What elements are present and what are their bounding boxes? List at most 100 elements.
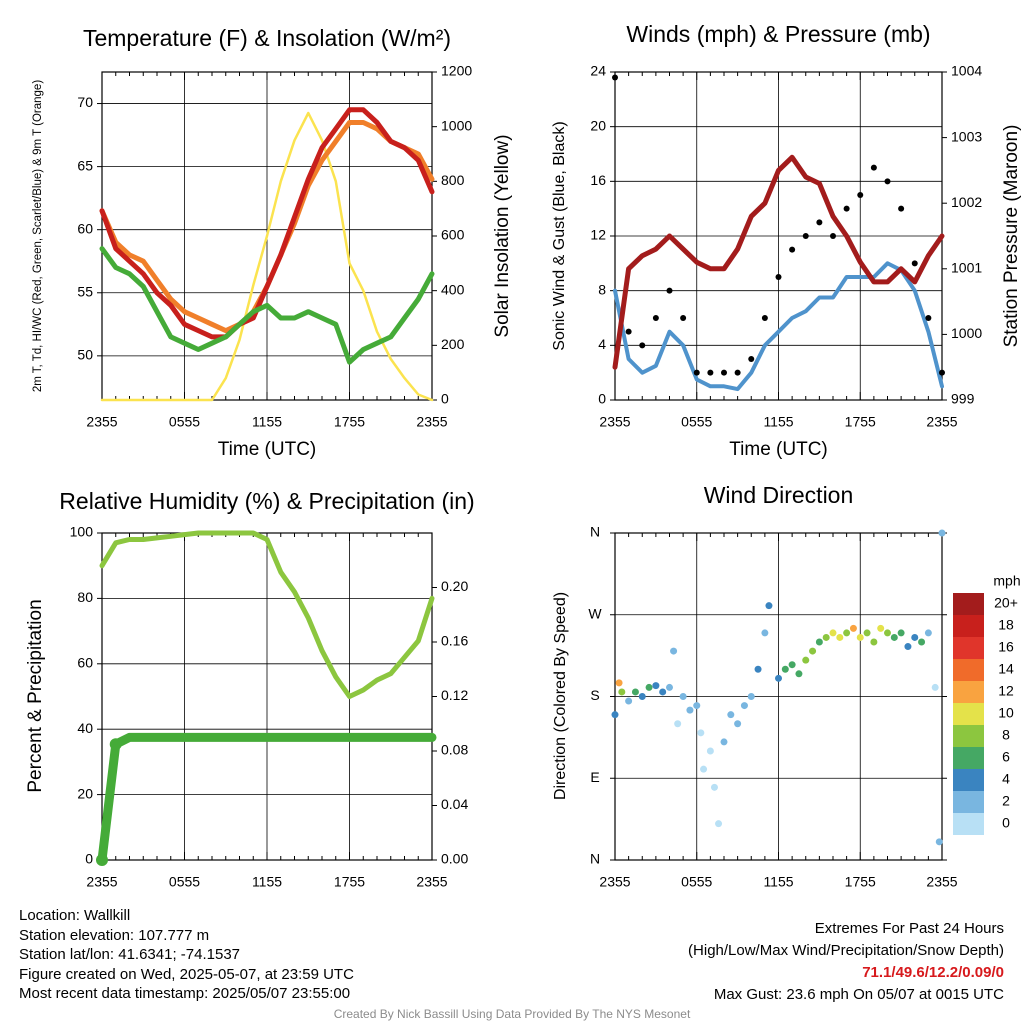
gust-point	[680, 315, 687, 321]
direction-point	[693, 702, 701, 710]
direction-point	[822, 633, 830, 641]
gust-point	[639, 342, 646, 349]
legend-label: 0	[1002, 815, 1010, 831]
legend-label: 10	[998, 705, 1014, 721]
direction-point	[911, 633, 919, 641]
legend-label: 18	[998, 617, 1014, 633]
y2-tick-label: 1003	[951, 128, 982, 144]
series-line-solar-insolation	[100, 111, 434, 402]
extremes-subtitle: (High/Low/Max Wind/Precipitation/Snow De…	[688, 942, 1004, 959]
y-tick-label: 0	[598, 391, 606, 407]
x-tick-label: 1755	[845, 414, 876, 430]
y2-tick-label: 999	[951, 391, 975, 407]
x-tick-label: 0555	[681, 414, 712, 430]
legend-label: 12	[998, 683, 1014, 699]
series-line-precipitation	[97, 732, 437, 865]
x-tick-label: 1155	[252, 414, 282, 430]
direction-point	[652, 682, 660, 690]
direction-point	[788, 661, 796, 669]
legend-swatch	[953, 791, 984, 813]
legend-label: 16	[998, 639, 1014, 655]
direction-point	[761, 629, 769, 637]
gust-point	[666, 287, 673, 294]
legend-label: 14	[998, 661, 1014, 677]
gust-point	[652, 315, 659, 321]
series-line-sonic-wind	[613, 261, 944, 392]
y-tick-label: 55	[77, 283, 93, 299]
y2-tick-label: 0.20	[441, 578, 468, 594]
station-info: Location: Wallkill Station elevation: 10…	[19, 906, 354, 1004]
x-tick-label: 2355	[599, 414, 630, 430]
legend-swatch	[953, 637, 984, 659]
credit-text: Created By Nick Bassill Using Data Provi…	[333, 1007, 691, 1021]
y2-tick-label: 1000	[441, 117, 472, 133]
legend-swatch	[953, 681, 984, 703]
direction-point	[615, 679, 623, 687]
gust-point	[911, 260, 918, 267]
direction-point	[611, 711, 619, 719]
y2-tick-label: 1002	[951, 194, 982, 210]
latlon-text: Station lat/lon: 41.6341; -74.1537	[19, 946, 241, 964]
gust-point	[721, 369, 727, 376]
gust-point	[707, 369, 714, 376]
direction-point	[706, 747, 714, 755]
direction-point	[897, 629, 905, 637]
series-line-relative-humidity	[99, 530, 435, 699]
legend-swatch	[953, 813, 984, 835]
x-tick-label: 0555	[169, 874, 200, 890]
location-text: Location: Wallkill	[19, 907, 131, 924]
y2-tick-label: 400	[441, 281, 465, 297]
recent-data-text: Most recent data timestamp: 2025/05/07 2…	[19, 985, 351, 1003]
x-tick-label: 1155	[763, 414, 793, 430]
direction-point	[700, 765, 708, 773]
direction-point	[877, 624, 885, 632]
y-tick-label: 4	[598, 336, 606, 352]
y-tick-label: 100	[70, 524, 94, 540]
legend-swatch	[953, 593, 984, 615]
legend-label: 20+	[994, 595, 1018, 611]
y-axis-label: 2m T, Td, HI/WC (Red, Green, Scarlet/Blu…	[32, 80, 44, 392]
y-tick-label: 40	[77, 720, 93, 736]
y2-tick-label: 0	[441, 391, 449, 407]
legend-swatch	[953, 703, 984, 725]
direction-point	[890, 633, 898, 641]
direction-point	[809, 647, 817, 655]
y2-tick-label: 0.08	[441, 742, 468, 758]
x-tick-label: 1755	[845, 874, 876, 890]
y2-tick-label: 0.04	[441, 796, 468, 812]
direction-point	[870, 638, 878, 646]
direction-point	[918, 638, 926, 646]
max-gust-text: Max Gust: 23.6 mph On 05/07 at 0015 UTC	[713, 986, 1004, 1003]
direction-point	[645, 683, 653, 691]
extremes-title: Extremes For Past 24 Hours	[814, 920, 1004, 937]
x-tick-label: 2355	[86, 414, 117, 430]
gust-point	[925, 315, 932, 321]
precip-point	[109, 738, 122, 751]
gust-point	[939, 369, 945, 376]
x-tick-label: 1155	[763, 874, 793, 890]
y-tick-label: 12	[590, 227, 606, 243]
gust-point	[612, 74, 618, 81]
y-tick-label: 70	[77, 94, 93, 110]
gust-point	[898, 205, 905, 212]
gust-point	[830, 233, 836, 239]
legend-swatch	[953, 725, 984, 747]
legend-swatch	[953, 769, 984, 791]
y-axis-label: Percent & Precipitation	[25, 599, 46, 792]
gust-point	[802, 233, 809, 239]
y2-tick-label: 1000	[951, 325, 982, 341]
y2-axis-label: Solar Insolation (Yellow)	[492, 134, 513, 337]
plot-frame	[614, 532, 943, 861]
y2-tick-label: 0.12	[441, 687, 468, 703]
direction-point	[938, 529, 946, 537]
gust-point	[870, 164, 877, 171]
y2-tick-label: 200	[441, 336, 465, 352]
plot-frame	[101, 532, 433, 861]
x-tick-label: 2355	[86, 874, 117, 890]
plot-frame	[101, 71, 433, 401]
legend-swatch	[953, 615, 984, 637]
y-tick-label: 20	[590, 117, 606, 133]
gust-point	[761, 315, 768, 321]
direction-point	[754, 665, 762, 673]
gust-point	[775, 274, 782, 280]
